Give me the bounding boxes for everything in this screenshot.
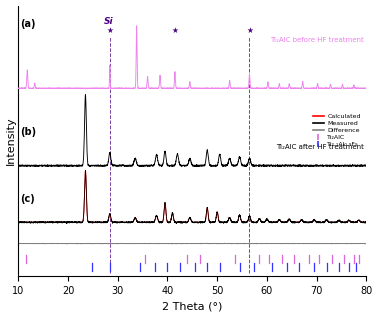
Text: ★: ★: [106, 26, 113, 35]
Text: (a): (a): [20, 19, 35, 29]
Text: Ti₂AlC after HF treatment: Ti₂AlC after HF treatment: [276, 144, 364, 150]
Y-axis label: Intensity: Intensity: [6, 117, 15, 165]
Text: ★: ★: [246, 26, 253, 35]
Legend: Calculated, Measured, Difference, Ti₂AlC, Ti₂.₁Al₀.₉F₉: Calculated, Measured, Difference, Ti₂AlC…: [310, 112, 363, 150]
Text: (b): (b): [20, 127, 36, 137]
X-axis label: 2 Theta (°): 2 Theta (°): [162, 301, 223, 311]
Text: (c): (c): [20, 194, 34, 204]
Text: ★: ★: [172, 26, 178, 35]
Text: Si: Si: [104, 17, 113, 26]
Text: Ti₂AlC before HF treatment: Ti₂AlC before HF treatment: [270, 37, 364, 43]
